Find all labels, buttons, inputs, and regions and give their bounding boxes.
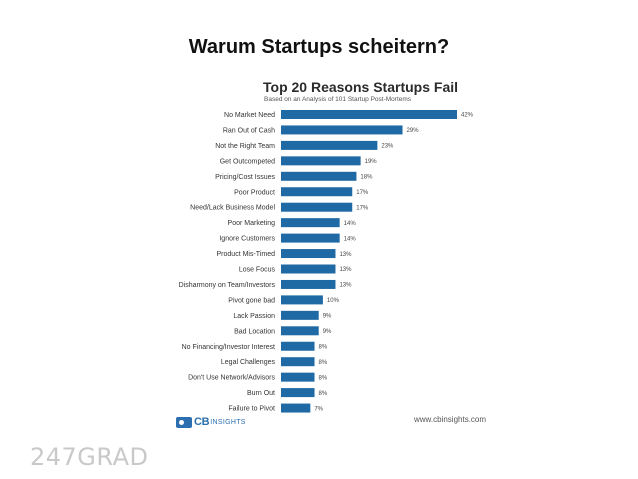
bar — [281, 171, 357, 181]
value-label: 13% — [339, 252, 352, 258]
category-label: Product Mis-Timed — [217, 251, 276, 258]
category-label: No Market Need — [224, 112, 275, 119]
bar — [281, 357, 315, 367]
value-label: 23% — [381, 144, 394, 150]
bar — [281, 187, 353, 197]
slide-title: Warum Startups scheitern? — [188, 36, 450, 58]
category-label: Pivot gone bad — [228, 297, 275, 304]
bar — [281, 156, 361, 166]
bar — [281, 310, 319, 320]
cb-insights-logo: CB INSIGHTS — [176, 415, 246, 429]
category-label: Failure to Pivot — [228, 406, 275, 413]
value-label: 8% — [319, 375, 328, 381]
value-label: 8% — [319, 344, 328, 350]
chart-title: Top 20 Reasons Startups Fail — [263, 79, 459, 95]
bar — [281, 218, 340, 228]
category-label: Lack Passion — [233, 313, 275, 320]
value-label: 17% — [356, 190, 369, 196]
bar — [281, 110, 457, 119]
bar — [281, 295, 323, 305]
bar — [281, 249, 336, 259]
bar — [281, 388, 315, 398]
category-label: No Financing/Investor Interest — [182, 344, 275, 351]
value-label: 14% — [344, 221, 357, 227]
category-label: Poor Product — [234, 189, 275, 196]
value-label: 17% — [356, 205, 369, 211]
value-label: 19% — [365, 159, 378, 165]
category-label: Burn Out — [247, 390, 275, 397]
category-label: Ran Out of Cash — [223, 127, 275, 134]
value-label: 10% — [327, 298, 340, 304]
bar — [281, 326, 319, 336]
bar — [281, 372, 315, 382]
value-label: 13% — [339, 267, 352, 273]
chart-subtitle: Based on an Analysis of 101 Startup Post… — [264, 96, 412, 103]
value-label: 9% — [323, 329, 332, 335]
category-label: Ignore Customers — [219, 236, 275, 243]
value-label: 42% — [461, 113, 474, 119]
category-label: Pricing/Cost Issues — [215, 174, 275, 181]
value-label: 29% — [407, 128, 420, 134]
value-label: 7% — [314, 406, 323, 412]
bar — [281, 403, 311, 413]
bar — [281, 264, 336, 274]
category-label: Bad Location — [234, 328, 275, 335]
value-label: 18% — [360, 175, 373, 181]
category-label: Poor Marketing — [228, 220, 276, 227]
bar — [281, 341, 315, 351]
category-label: Lose Focus — [239, 267, 276, 274]
value-label: 8% — [319, 391, 328, 397]
bar — [281, 233, 340, 243]
bar — [281, 125, 403, 135]
bar — [281, 140, 378, 150]
logo-secondary-text: INSIGHTS — [210, 418, 246, 426]
brand-watermark: 247GRAD — [30, 443, 149, 471]
value-label: 9% — [323, 314, 332, 320]
value-label: 8% — [319, 360, 328, 366]
value-label: 14% — [344, 236, 357, 242]
category-label: Legal Challenges — [221, 359, 276, 366]
category-label: Need/Lack Business Model — [190, 205, 275, 212]
bar — [281, 279, 336, 289]
logo-main-text: CB — [194, 416, 210, 428]
value-label: 13% — [339, 283, 352, 289]
cb-logo-icon — [176, 416, 192, 428]
category-label: Get Outcompeted — [220, 158, 275, 165]
category-label: Not the Right Team — [215, 143, 275, 150]
category-label: Don't Use Network/Advisors — [188, 375, 275, 382]
category-label: Disharmony on Team/Investors — [179, 282, 276, 289]
bar — [281, 202, 353, 212]
chart-source: www.cbinsights.com — [414, 415, 487, 424]
